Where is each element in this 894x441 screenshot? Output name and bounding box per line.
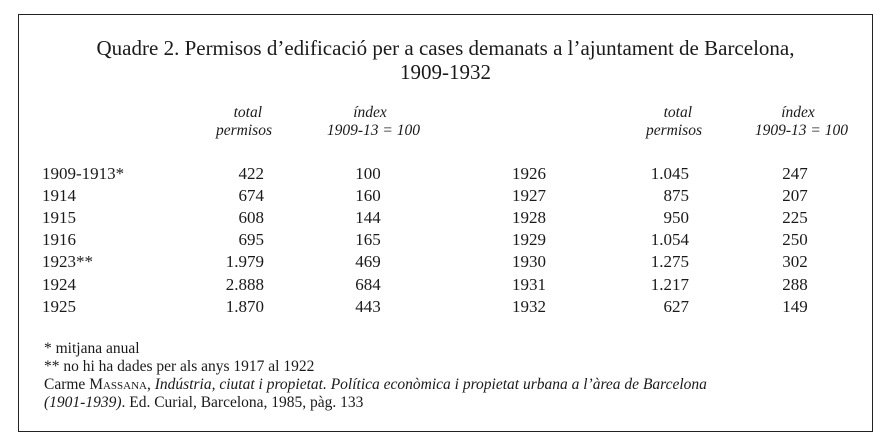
- table-frame: [18, 14, 873, 432]
- row-total: 674: [238, 186, 265, 205]
- row-year: 1923**: [42, 252, 93, 271]
- row-index: 443: [355, 297, 381, 316]
- row-index: 100: [355, 164, 381, 183]
- header-total-line1: total: [233, 104, 262, 121]
- header-index-line1: índex: [781, 104, 815, 121]
- source-publisher: . Ed. Curial, Barcelona, 1985, pàg. 133: [121, 394, 364, 411]
- header-total-right: total permisos: [630, 104, 702, 140]
- source-title: Indústria, ciutat i propietat. Política …: [154, 376, 707, 393]
- row-year: 1929: [512, 230, 546, 249]
- row-total: 695: [238, 230, 265, 249]
- row-year: 1916: [42, 230, 76, 249]
- row-total: 1.870: [225, 297, 264, 316]
- row-year: 1925: [42, 297, 76, 316]
- header-total-left: total permisos: [200, 104, 272, 140]
- row-total: 608: [238, 208, 265, 227]
- row-index: 302: [782, 252, 808, 271]
- row-total: 1.217: [650, 275, 689, 294]
- row-year: 1930: [512, 252, 546, 271]
- source-citation: Carme Massana, Indústria, ciutat i propi…: [44, 376, 707, 393]
- row-total: 1.054: [650, 230, 689, 249]
- row-index: 684: [355, 275, 381, 294]
- header-total-line1: total: [663, 104, 692, 121]
- row-year: 1932: [512, 297, 546, 316]
- table-title-years: 1909-1932: [400, 60, 491, 84]
- header-index-line2: 1909-13 = 100: [326, 122, 420, 139]
- row-total: 2.888: [225, 275, 264, 294]
- row-total: 422: [238, 164, 265, 183]
- row-index: 144: [355, 208, 381, 227]
- row-total: 950: [663, 208, 690, 227]
- header-total-line2: permisos: [646, 122, 702, 139]
- row-year: 1928: [512, 208, 546, 227]
- header-index-left: índex 1909-13 = 100: [300, 104, 420, 140]
- row-year: 1914: [42, 186, 76, 205]
- row-index: 247: [782, 164, 808, 183]
- row-total: 627: [663, 297, 690, 316]
- source-sep: ,: [147, 376, 155, 393]
- row-index: 160: [355, 186, 381, 205]
- header-index-right: índex 1909-13 = 100: [728, 104, 848, 140]
- row-year: 1931: [512, 275, 546, 294]
- source-citation-cont: (1901-1939). Ed. Curial, Barcelona, 1985…: [44, 394, 363, 411]
- row-year: 1924: [42, 275, 76, 294]
- header-total-line2: permisos: [216, 122, 272, 139]
- row-index: 469: [355, 252, 381, 271]
- header-index-line2: 1909-13 = 100: [754, 122, 848, 139]
- row-year: 1926: [512, 164, 546, 183]
- row-index: 165: [355, 230, 381, 249]
- row-index: 225: [782, 208, 808, 227]
- header-index-line1: índex: [353, 104, 387, 121]
- source-author-last: Massana: [89, 376, 147, 393]
- row-total: 1.045: [650, 164, 689, 183]
- row-index: 250: [782, 230, 808, 249]
- row-index: 288: [782, 275, 808, 294]
- source-title-cont: (1901-1939): [44, 394, 122, 411]
- row-index: 149: [782, 297, 808, 316]
- row-total: 1.275: [650, 252, 689, 271]
- row-year: 1915: [42, 208, 76, 227]
- table-title: Quadre 2. Permisos d’edificació per a ca…: [96, 36, 795, 60]
- footnote-annual-average: * mitjana anual: [44, 340, 140, 357]
- source-author-first: Carme: [44, 376, 90, 393]
- row-total: 875: [663, 186, 690, 205]
- row-index: 207: [782, 186, 808, 205]
- row-year: 1909-1913*: [42, 164, 125, 183]
- row-year: 1927: [512, 186, 546, 205]
- row-total: 1.979: [225, 252, 264, 271]
- footnote-missing-years: ** no hi ha dades per als anys 1917 al 1…: [44, 358, 315, 375]
